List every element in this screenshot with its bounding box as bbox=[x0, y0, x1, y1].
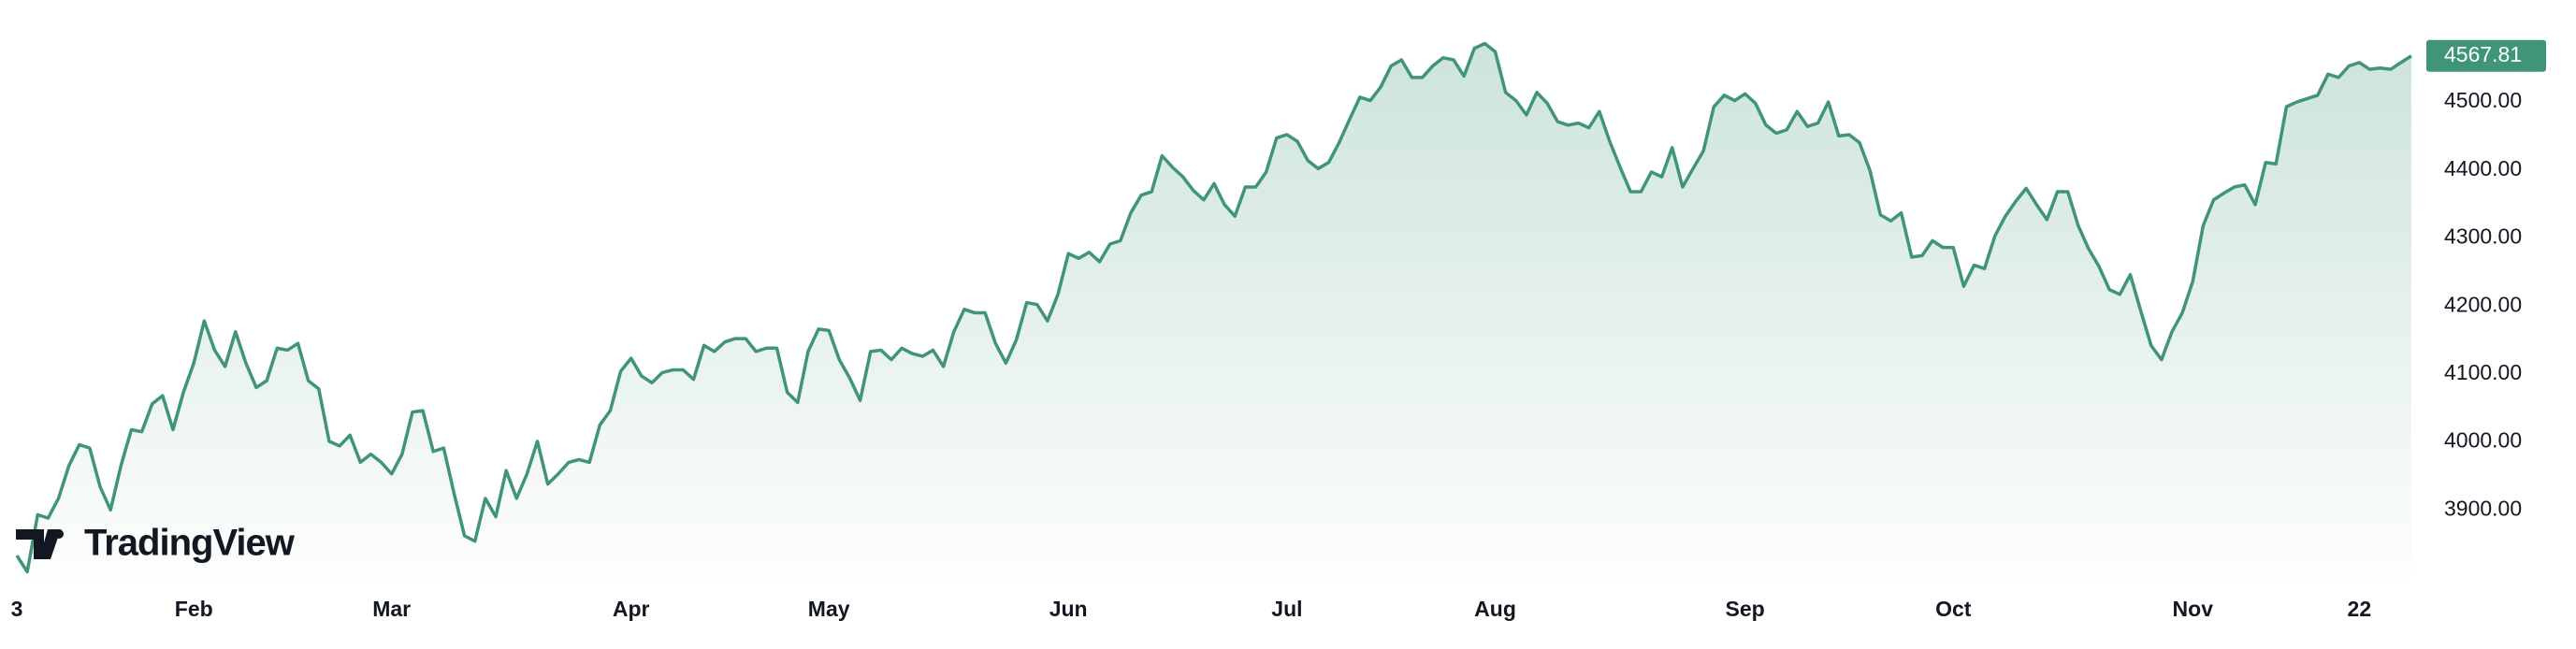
logo-text: TradingView bbox=[84, 523, 296, 564]
x-tick-label: Aug bbox=[1474, 597, 1516, 621]
last-price-label: 4567.81 bbox=[2444, 42, 2522, 66]
y-tick-label: 4300.00 bbox=[2444, 224, 2522, 249]
x-tick-label: Mar bbox=[372, 597, 411, 621]
x-tick-label: Apr bbox=[613, 597, 650, 621]
y-tick-label: 4400.00 bbox=[2444, 156, 2522, 180]
x-tick-label: Jul bbox=[1271, 597, 1302, 621]
last-price-badge bbox=[2426, 39, 2546, 72]
y-tick-label: 3900.00 bbox=[2444, 496, 2522, 520]
watermark: TradingView bbox=[16, 523, 297, 564]
y-tick-label: 4200.00 bbox=[2444, 292, 2522, 316]
x-tick-label: May bbox=[808, 597, 850, 621]
x-tick-label: Nov bbox=[2173, 597, 2214, 621]
y-tick-label: 4500.00 bbox=[2444, 88, 2522, 112]
x-tick-label: 3 bbox=[11, 597, 23, 621]
x-tick-label: Oct bbox=[1935, 597, 1972, 621]
x-tick-label: Feb bbox=[175, 597, 213, 621]
logo-dot bbox=[54, 529, 64, 539]
price-line bbox=[15, 41, 2412, 574]
y-tick-label: 4000.00 bbox=[2444, 428, 2522, 453]
x-tick-label: Jun bbox=[1049, 597, 1088, 621]
x-tick-label: 22 bbox=[2348, 597, 2372, 621]
area-fill bbox=[17, 43, 2411, 578]
logo-icon bbox=[16, 529, 61, 559]
x-tick-label: Sep bbox=[1726, 597, 1765, 621]
y-tick-label: 4100.00 bbox=[2444, 360, 2522, 384]
